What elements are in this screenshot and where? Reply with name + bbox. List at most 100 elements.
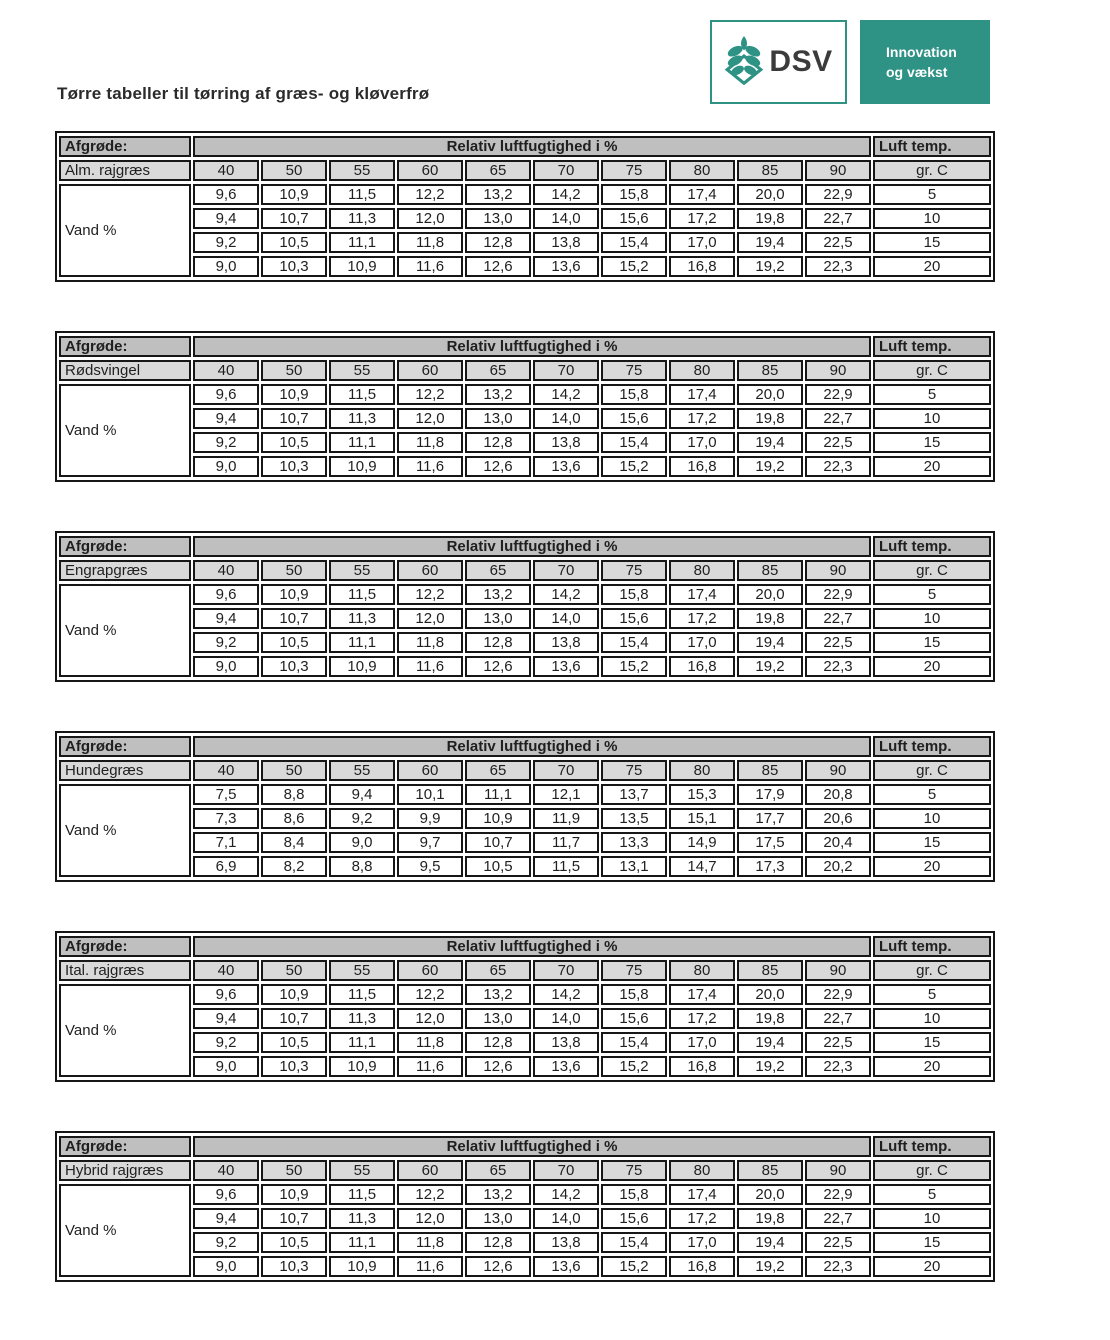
moisture-value-cell: 19,4 — [737, 632, 803, 653]
moisture-value-cell: 22,7 — [805, 208, 871, 229]
moisture-value-cell: 7,3 — [193, 808, 259, 829]
moisture-value-cell: 20,0 — [737, 584, 803, 605]
crop-header-cell: Afgrøde: — [59, 1136, 191, 1157]
airtemp-header-cell: Luft temp. — [873, 536, 991, 557]
temperature-value-cell: 5 — [873, 984, 991, 1005]
moisture-value-cell: 11,1 — [329, 232, 395, 253]
moisture-value-cell: 13,0 — [465, 608, 531, 629]
temperature-value-cell: 5 — [873, 584, 991, 605]
temperature-value-cell: 20 — [873, 656, 991, 677]
moisture-value-cell: 11,9 — [533, 808, 599, 829]
moisture-value-cell: 10,3 — [261, 656, 327, 677]
moisture-value-cell: 13,0 — [465, 208, 531, 229]
humidity-col-cell: 85 — [737, 1160, 803, 1181]
temperature-value-cell: 5 — [873, 1184, 991, 1205]
moisture-value-cell: 10,5 — [261, 1232, 327, 1253]
moisture-value-cell: 13,8 — [533, 232, 599, 253]
moisture-value-cell: 9,0 — [193, 1056, 259, 1077]
humidity-col-cell: 65 — [465, 160, 531, 181]
moisture-value-cell: 15,3 — [669, 784, 735, 805]
water-label-cell: Vand % — [59, 584, 191, 677]
temperature-value-cell: 10 — [873, 1008, 991, 1029]
moisture-value-cell: 12,8 — [465, 1032, 531, 1053]
moisture-value-cell: 11,1 — [329, 1032, 395, 1053]
moisture-value-cell: 9,4 — [193, 408, 259, 429]
humidity-col-cell: 75 — [601, 560, 667, 581]
moisture-value-cell: 17,2 — [669, 1008, 735, 1029]
temperature-value-cell: 10 — [873, 408, 991, 429]
water-label-cell: Vand % — [59, 184, 191, 277]
moisture-value-cell: 20,0 — [737, 184, 803, 205]
temperature-value-cell: 5 — [873, 384, 991, 405]
humidity-header-cell: Relativ luftfugtighed i % — [193, 1136, 871, 1157]
crop-name-cell: Engrapgræs — [59, 560, 191, 581]
airtemp-header-cell: Luft temp. — [873, 936, 991, 957]
humidity-col-cell: 50 — [261, 960, 327, 981]
moisture-value-cell: 17,4 — [669, 584, 735, 605]
moisture-value-cell: 17,0 — [669, 432, 735, 453]
humidity-col-cell: 90 — [805, 360, 871, 381]
moisture-value-cell: 9,2 — [193, 1232, 259, 1253]
moisture-value-cell: 22,3 — [805, 456, 871, 477]
moisture-value-cell: 13,5 — [601, 808, 667, 829]
humidity-col-cell: 55 — [329, 560, 395, 581]
moisture-value-cell: 14,9 — [669, 832, 735, 853]
moisture-value-cell: 12,8 — [465, 432, 531, 453]
humidity-col-cell: 50 — [261, 360, 327, 381]
moisture-value-cell: 10,7 — [261, 1008, 327, 1029]
moisture-value-cell: 11,3 — [329, 608, 395, 629]
moisture-value-cell: 9,6 — [193, 1184, 259, 1205]
moisture-value-cell: 10,9 — [261, 384, 327, 405]
moisture-value-cell: 14,0 — [533, 408, 599, 429]
moisture-value-cell: 11,5 — [329, 984, 395, 1005]
temperature-value-cell: 10 — [873, 208, 991, 229]
tagline-line2: og vækst — [886, 64, 948, 80]
moisture-value-cell: 12,2 — [397, 584, 463, 605]
crop-name-cell: Rødsvingel — [59, 360, 191, 381]
moisture-value-cell: 11,5 — [533, 856, 599, 877]
moisture-value-cell: 13,2 — [465, 384, 531, 405]
moisture-value-cell: 12,0 — [397, 1008, 463, 1029]
humidity-col-cell: 90 — [805, 560, 871, 581]
moisture-value-cell: 13,1 — [601, 856, 667, 877]
moisture-value-cell: 10,1 — [397, 784, 463, 805]
moisture-value-cell: 13,0 — [465, 1008, 531, 1029]
crop-name-cell: Alm. rajgræs — [59, 160, 191, 181]
moisture-value-cell: 15,6 — [601, 608, 667, 629]
moisture-value-cell: 14,0 — [533, 208, 599, 229]
moisture-value-cell: 10,5 — [465, 856, 531, 877]
moisture-value-cell: 17,2 — [669, 408, 735, 429]
moisture-value-cell: 15,4 — [601, 1032, 667, 1053]
moisture-value-cell: 9,0 — [193, 656, 259, 677]
moisture-value-cell: 19,2 — [737, 656, 803, 677]
humidity-col-cell: 65 — [465, 360, 531, 381]
moisture-value-cell: 13,2 — [465, 984, 531, 1005]
moisture-value-cell: 15,2 — [601, 256, 667, 277]
moisture-value-cell: 14,2 — [533, 984, 599, 1005]
humidity-col-cell: 50 — [261, 1160, 327, 1181]
moisture-value-cell: 22,9 — [805, 384, 871, 405]
dsv-logo: DSV — [710, 20, 847, 104]
moisture-value-cell: 15,4 — [601, 432, 667, 453]
moisture-value-cell: 13,7 — [601, 784, 667, 805]
humidity-col-cell: 75 — [601, 1160, 667, 1181]
moisture-value-cell: 9,6 — [193, 584, 259, 605]
moisture-value-cell: 12,1 — [533, 784, 599, 805]
tagline-line1: Innovation — [886, 43, 957, 60]
moisture-value-cell: 10,5 — [261, 432, 327, 453]
water-label-cell: Vand % — [59, 784, 191, 877]
moisture-value-cell: 11,3 — [329, 408, 395, 429]
water-label-cell: Vand % — [59, 1184, 191, 1277]
temperature-value-cell: 5 — [873, 784, 991, 805]
moisture-value-cell: 14,0 — [533, 1008, 599, 1029]
moisture-value-cell: 13,6 — [533, 1256, 599, 1277]
moisture-value-cell: 15,6 — [601, 208, 667, 229]
moisture-value-cell: 10,5 — [261, 632, 327, 653]
humidity-col-cell: 75 — [601, 360, 667, 381]
moisture-value-cell: 9,0 — [329, 832, 395, 853]
moisture-value-cell: 19,8 — [737, 608, 803, 629]
moisture-value-cell: 9,9 — [397, 808, 463, 829]
moisture-value-cell: 17,4 — [669, 1184, 735, 1205]
moisture-value-cell: 13,6 — [533, 656, 599, 677]
temp-unit-cell: gr. C — [873, 760, 991, 781]
